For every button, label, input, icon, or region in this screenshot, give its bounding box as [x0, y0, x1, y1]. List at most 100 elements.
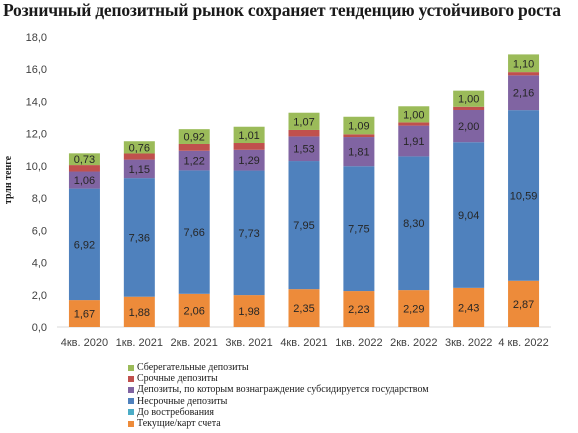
bar-segment	[233, 149, 265, 171]
legend-item: Депозиты, по которым вознаграждение субс…	[128, 384, 429, 395]
x-category-label: 4кв. 2021	[280, 337, 327, 349]
data-label: 1,09	[348, 121, 369, 133]
bar-segment	[233, 170, 265, 296]
bar-segment	[68, 153, 100, 166]
legend-item: Несрочные депозиты	[128, 396, 429, 407]
x-category-label: 4 кв. 2022	[498, 337, 548, 349]
data-label: 1,06	[74, 175, 95, 187]
bar-segment	[68, 165, 100, 172]
data-label: 2,43	[458, 302, 479, 314]
bar-segment	[343, 291, 375, 327]
y-axis-ticks: 0,0 2,0 4,0 6,0 8,0 10,0 12,0 14,0 16,0 18,0	[26, 32, 47, 334]
bar-segment	[508, 72, 540, 76]
x-category-label: 2кв. 2021	[171, 337, 218, 349]
bar-segment	[343, 166, 375, 292]
bar-segment	[123, 159, 155, 179]
data-label: 9,04	[458, 210, 479, 222]
data-label: 0,92	[184, 132, 205, 144]
data-label: 2,06	[184, 305, 205, 317]
bar-segment	[398, 156, 430, 291]
bar-segment	[453, 90, 485, 107]
bars-group: 1,67 6,92 1,06 0,73 1,88 7,36 1,15 0,76 2,06 7,66…	[68, 54, 540, 327]
data-label: 6,92	[74, 239, 95, 251]
bar-segment	[453, 109, 485, 143]
data-label: 2,35	[293, 303, 314, 315]
data-label: 1,81	[348, 147, 369, 159]
bar-segment	[233, 126, 265, 144]
legend-item: До востребования	[128, 407, 429, 418]
data-label: 0,73	[74, 154, 95, 166]
data-label: 1,29	[238, 155, 259, 167]
bar-segment	[178, 129, 210, 144]
x-category-label: 2кв. 2022	[390, 337, 437, 349]
data-label: 1,91	[403, 136, 424, 148]
legend-label: Текущие/карт счета	[137, 418, 221, 430]
bar-segment	[453, 287, 485, 327]
data-label: 1,00	[458, 94, 479, 106]
bar-segment	[398, 290, 430, 327]
bar-segment	[508, 54, 540, 73]
data-label: 7,95	[293, 220, 314, 232]
x-category-label: 3кв. 2022	[445, 337, 492, 349]
data-label: 2,87	[513, 299, 534, 311]
bar-segment	[68, 188, 100, 301]
legend-label: Несрочные депозиты	[137, 395, 228, 407]
legend-swatch	[128, 398, 134, 405]
data-label: 2,23	[348, 304, 369, 316]
data-label: 7,73	[238, 228, 259, 240]
bar-segment	[68, 171, 100, 189]
data-label: 8,30	[403, 218, 424, 230]
bar-segment	[233, 295, 265, 327]
bar-segment	[343, 137, 375, 167]
bar-segment	[178, 143, 210, 151]
y-axis-label: трлн тенге	[3, 155, 14, 204]
legend-item: Срочные депозиты	[128, 373, 429, 384]
legend-label: Депозиты, по которым вознаграждение субс…	[137, 384, 429, 396]
bar-segment	[123, 141, 155, 154]
bar-segment	[178, 170, 210, 294]
y-tick-label: 12,0	[26, 129, 47, 141]
x-category-label: 1кв. 2022	[335, 337, 382, 349]
data-label: 1,01	[238, 130, 259, 142]
data-label: 1,98	[238, 306, 259, 318]
x-category-label: 1кв. 2021	[116, 337, 163, 349]
y-tick-label: 18,0	[26, 32, 47, 44]
bar-segment	[343, 116, 375, 135]
y-tick-label: 0,0	[32, 322, 47, 334]
legend-label: Срочные депозиты	[137, 373, 218, 385]
y-tick-label: 6,0	[32, 225, 47, 237]
y-tick-label: 14,0	[26, 96, 47, 108]
bar-segment	[343, 134, 375, 138]
legend-swatch	[128, 375, 134, 382]
bar-segment	[453, 106, 485, 110]
bar-segment	[178, 150, 210, 171]
legend-swatch	[128, 386, 134, 393]
legend-item: Сберегательные депозиты	[128, 362, 429, 373]
y-tick-label: 10,0	[26, 161, 47, 173]
bar-segment	[398, 125, 430, 157]
bar-segment	[288, 112, 320, 130]
bar-segment	[123, 178, 155, 297]
bar-segment	[508, 280, 540, 327]
data-label: 7,75	[348, 224, 369, 236]
y-tick-label: 4,0	[32, 258, 47, 270]
data-label: 1,67	[74, 309, 95, 321]
data-label: 7,66	[184, 227, 205, 239]
bar-segment	[508, 75, 540, 111]
bar-segment	[453, 142, 485, 288]
y-tick-label: 8,0	[32, 193, 47, 205]
data-label: 7,36	[129, 232, 150, 244]
bar-segment	[398, 106, 430, 123]
x-axis-categories: 4кв. 2020 1кв. 2021 2кв. 2021 3кв. 2021 4кв.…	[61, 337, 549, 349]
bar-segment	[178, 293, 210, 327]
bar-segment	[508, 110, 540, 281]
data-label: 0,76	[129, 142, 150, 154]
data-label: 1,10	[513, 58, 534, 70]
legend: Сберегательные депозиты Срочные депозиты Д…	[128, 362, 429, 429]
bar-segment	[288, 289, 320, 327]
x-category-label: 3кв. 2021	[225, 337, 272, 349]
legend-swatch	[128, 409, 134, 416]
bar-segment	[288, 136, 320, 162]
bar-segment	[398, 122, 430, 126]
y-tick-label: 16,0	[26, 64, 47, 76]
